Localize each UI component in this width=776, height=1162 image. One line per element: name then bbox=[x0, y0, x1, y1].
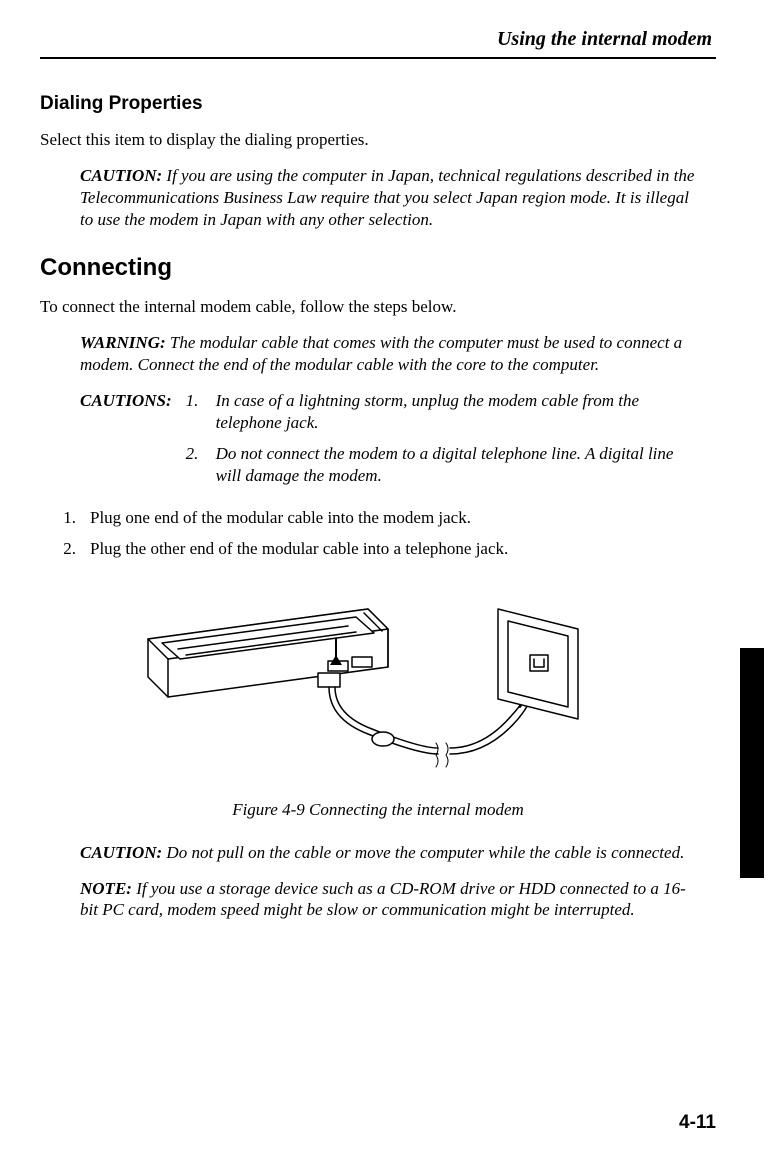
step-text: Plug one end of the modular cable into t… bbox=[90, 507, 716, 530]
step-num: 2. bbox=[54, 538, 76, 561]
warning-text: The modular cable that comes with the co… bbox=[80, 333, 682, 374]
caution-text: If you are using the computer in Japan, … bbox=[80, 166, 694, 229]
cautions-label: CAUTIONS: bbox=[80, 390, 172, 497]
heading-connecting: Connecting bbox=[40, 254, 716, 282]
side-tab-bar bbox=[740, 648, 764, 878]
step-num: 1. bbox=[54, 507, 76, 530]
caution-label: CAUTION: bbox=[80, 843, 162, 862]
caution-item-num: 2. bbox=[186, 443, 206, 487]
note-label: NOTE: bbox=[80, 879, 132, 898]
caution-text: Do not pull on the cable or move the com… bbox=[162, 843, 684, 862]
cautions-list: 1. In case of a lightning storm, unplug … bbox=[186, 390, 696, 497]
connecting-intro: To connect the internal modem cable, fol… bbox=[40, 296, 716, 318]
note-storage-device: NOTE: If you use a storage device such a… bbox=[80, 878, 696, 922]
note-text: If you use a storage device such as a CD… bbox=[80, 879, 686, 920]
figure-caption: Figure 4-9 Connecting the internal modem bbox=[40, 800, 716, 820]
heading-dialing-properties: Dialing Properties bbox=[40, 93, 716, 115]
step-2: 2. Plug the other end of the modular cab… bbox=[54, 538, 716, 561]
caution-item-text: In case of a lightning storm, unplug the… bbox=[216, 390, 696, 434]
caution-item: 1. In case of a lightning storm, unplug … bbox=[186, 390, 696, 434]
header-section-title: Using the internal modem bbox=[40, 28, 716, 59]
step-text: Plug the other end of the modular cable … bbox=[90, 538, 716, 561]
warning-label: WARNING: bbox=[80, 333, 166, 352]
side-tab-w2s: ASICS bbox=[694, 795, 705, 831]
caution-item-text: Do not connect the modem to a digital te… bbox=[216, 443, 696, 487]
caution-item: 2. Do not connect the modem to a digital… bbox=[186, 443, 696, 487]
caution-japan: CAUTION: If you are using the computer i… bbox=[80, 165, 696, 230]
side-tab: OPERATING BASICS bbox=[716, 648, 740, 878]
caution-label: CAUTION: bbox=[80, 166, 162, 185]
side-tab-label: OPERATING BASICS bbox=[694, 710, 709, 832]
dialing-intro: Select this item to display the dialing … bbox=[40, 129, 716, 151]
side-tab-w1b: O bbox=[694, 710, 709, 721]
caution-cable-pull: CAUTION: Do not pull on the cable or mov… bbox=[80, 842, 696, 864]
page-number: 4-11 bbox=[679, 1112, 716, 1134]
side-tab-w2b: B bbox=[694, 781, 709, 796]
warning-modular-cable: WARNING: The modular cable that comes wi… bbox=[80, 332, 696, 376]
figure-4-9 bbox=[40, 579, 716, 784]
caution-item-num: 1. bbox=[186, 390, 206, 434]
step-1: 1. Plug one end of the modular cable int… bbox=[54, 507, 716, 530]
side-tab-w1s: PERATING bbox=[694, 721, 705, 781]
cautions-block: CAUTIONS: 1. In case of a lightning stor… bbox=[80, 390, 696, 497]
modem-connection-diagram-icon bbox=[138, 579, 618, 779]
page-content: Dialing Properties Select this item to d… bbox=[40, 59, 716, 921]
